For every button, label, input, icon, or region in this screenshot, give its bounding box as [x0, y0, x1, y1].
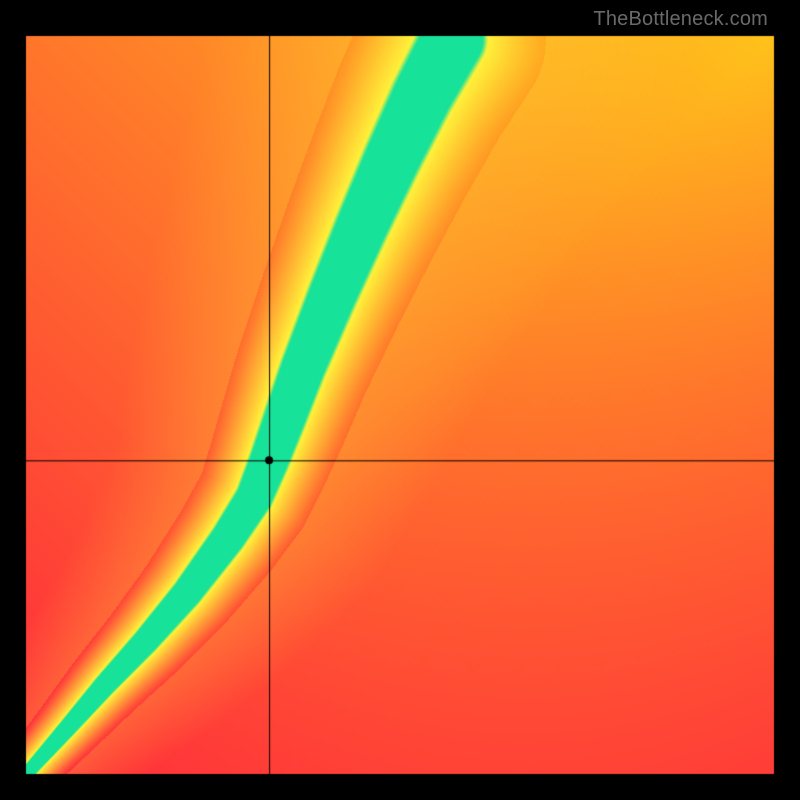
watermark-text: TheBottleneck.com	[593, 8, 768, 31]
heatmap-canvas	[0, 0, 800, 800]
chart-container: TheBottleneck.com	[0, 0, 800, 800]
